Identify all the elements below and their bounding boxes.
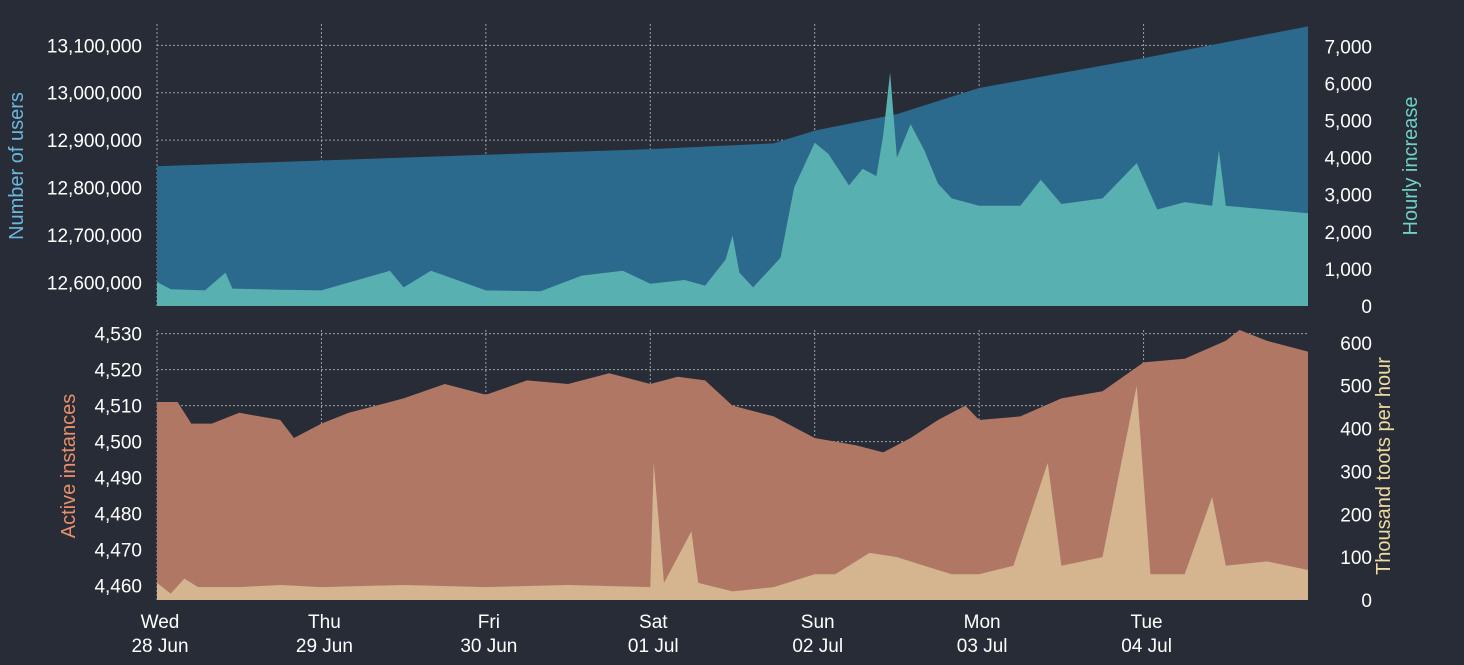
y2-tick-label: 600: [1340, 334, 1372, 355]
y2-tick-label: 5,000: [1324, 111, 1372, 132]
users-y-ticks: 12,600,000 12,700,000 12,800,000 12,900,000…: [47, 36, 142, 294]
y-tick-label: 12,600,000: [47, 273, 142, 294]
y2-tick-label: 0: [1361, 297, 1372, 318]
y2-tick-label: 3,000: [1324, 186, 1372, 207]
users-chart-panel: 12,600,000 12,700,000 12,800,000 12,900,000…: [6, 24, 1422, 318]
y2-tick-label: 4,000: [1324, 149, 1372, 170]
y2-tick-label: 7,000: [1324, 37, 1372, 58]
y-tick-label: 13,100,000: [47, 36, 142, 57]
instances-y-ticks: 4,460 4,470 4,480 4,490 4,500 4,510 4,520 4,530: [94, 325, 142, 598]
x-tick-date: 29 Jun: [296, 636, 353, 657]
y-tick-label: 4,510: [94, 397, 142, 418]
x-tick-day: Fri: [478, 612, 500, 633]
x-tick-day: Wed: [141, 612, 180, 633]
hourly-y-ticks: 0 1,000 2,000 3,000 4,000 5,000 6,000 7,000: [1324, 37, 1372, 318]
x-tick-date: 02 Jul: [792, 636, 843, 657]
hourly-increase-area: [157, 72, 1308, 306]
x-axis-tick-labels: Wed 28 Jun Thu 29 Jun Fri 30 Jun Sat 01 Jul Sun 0…: [131, 612, 1171, 657]
toots-axis-label: Thousand toots per hour: [1373, 357, 1395, 575]
x-tick-date: 30 Jun: [460, 636, 517, 657]
y-tick-label: 4,470: [94, 541, 142, 562]
y2-tick-label: 1,000: [1324, 260, 1372, 281]
instances-chart-panel: 4,460 4,470 4,480 4,490 4,500 4,510 4,520 4,530…: [58, 325, 1395, 612]
y2-tick-label: 400: [1340, 420, 1372, 441]
users-axis-label: Number of users: [6, 92, 28, 240]
hourly-axis-label: Hourly increase: [1400, 97, 1422, 236]
x-tick-date: 01 Jul: [628, 636, 679, 657]
y-tick-label: 12,900,000: [47, 131, 142, 152]
y-tick-label: 12,700,000: [47, 226, 142, 247]
x-tick-date: 03 Jul: [957, 636, 1008, 657]
y2-tick-label: 2,000: [1324, 223, 1372, 244]
y-tick-label: 4,490: [94, 469, 142, 490]
x-tick-date: 04 Jul: [1121, 636, 1172, 657]
y2-tick-label: 200: [1340, 505, 1372, 526]
x-tick-day: Sat: [639, 612, 668, 633]
y2-tick-label: 0: [1361, 591, 1372, 612]
instances-area: [157, 330, 1308, 600]
toots-y-ticks: 0 100 200 300 400 500 600: [1340, 334, 1372, 612]
x-tick-day: Tue: [1131, 612, 1163, 633]
y2-tick-label: 100: [1340, 548, 1372, 569]
y-tick-label: 13,000,000: [47, 84, 142, 105]
y-tick-label: 4,500: [94, 433, 142, 454]
x-tick-day: Thu: [308, 612, 341, 633]
x-tick-date: 28 Jun: [131, 636, 188, 657]
y-tick-label: 4,520: [94, 361, 142, 382]
y-tick-label: 4,480: [94, 505, 142, 526]
y2-tick-label: 500: [1340, 377, 1372, 398]
toots-area: [157, 385, 1308, 600]
x-tick-day: Mon: [964, 612, 1001, 633]
x-tick-day: Sun: [801, 612, 835, 633]
y2-tick-label: 6,000: [1324, 74, 1372, 95]
y-tick-label: 4,530: [94, 325, 142, 346]
y-tick-label: 4,460: [94, 577, 142, 598]
instances-axis-label: Active instances: [58, 394, 80, 539]
y-tick-label: 12,800,000: [47, 179, 142, 200]
y2-tick-label: 300: [1340, 462, 1372, 483]
